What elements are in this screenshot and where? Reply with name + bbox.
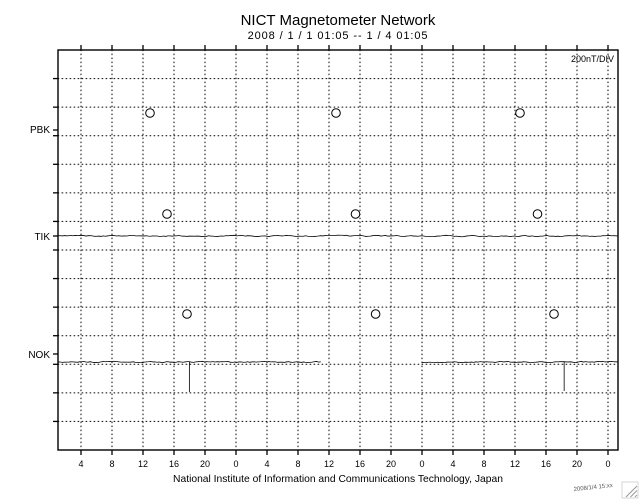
svg-text:4: 4 [264, 459, 269, 469]
svg-text:NOK: NOK [28, 350, 50, 361]
svg-text:12: 12 [510, 459, 520, 469]
svg-text:National Institute of Informat: National Institute of Information and Co… [173, 474, 503, 485]
svg-text:12: 12 [138, 459, 148, 469]
svg-text:16: 16 [355, 459, 365, 469]
svg-text:4: 4 [450, 459, 455, 469]
svg-text:8: 8 [295, 459, 300, 469]
svg-text:2008 / 1 / 1 01:05 -- 1 / 4: 2008 / 1 / 1 01:05 -- 1 / 4 01:05 [248, 30, 429, 42]
svg-text:PBK: PBK [30, 125, 50, 136]
svg-text:0: 0 [605, 459, 610, 469]
svg-text:20: 20 [386, 459, 396, 469]
svg-text:16: 16 [541, 459, 551, 469]
svg-text:12: 12 [324, 459, 334, 469]
svg-text:16: 16 [169, 459, 179, 469]
svg-text:8: 8 [109, 459, 114, 469]
svg-text:8: 8 [481, 459, 486, 469]
svg-text:20: 20 [572, 459, 582, 469]
svg-text:TIK: TIK [34, 232, 50, 243]
svg-text:20: 20 [200, 459, 210, 469]
svg-text:4: 4 [78, 459, 83, 469]
svg-text:0: 0 [233, 459, 238, 469]
svg-text:0: 0 [419, 459, 424, 469]
svg-text:NICT Magnetometer Network: NICT Magnetometer Network [241, 12, 436, 29]
svg-text:200nT/DIV: 200nT/DIV [571, 54, 614, 64]
